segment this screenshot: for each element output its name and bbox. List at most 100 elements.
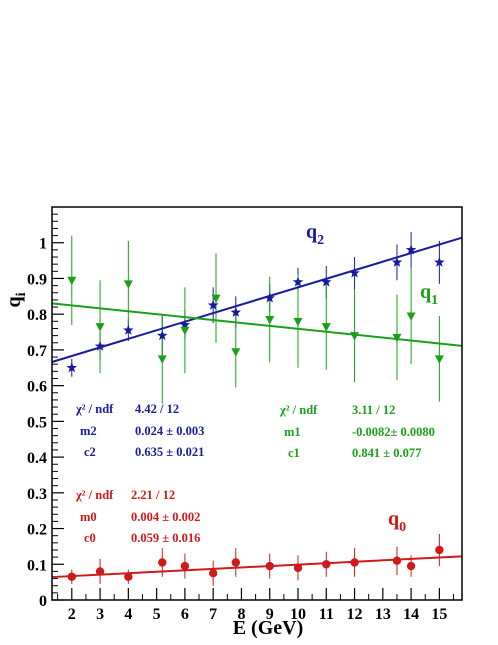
fit-stat-value-q0: 2.21 / 12 xyxy=(131,488,175,502)
data-point-q2 xyxy=(157,330,168,341)
series-label-sub: 0 xyxy=(399,520,406,535)
data-point-q1 xyxy=(123,280,133,289)
series-label-q2: q2 xyxy=(306,221,324,248)
x-tick-label: 15 xyxy=(431,606,447,623)
data-point-q2 xyxy=(264,292,275,303)
y-tick-label: 0.8 xyxy=(27,307,47,324)
data-point-q2 xyxy=(179,319,191,330)
data-point-q1 xyxy=(211,294,221,304)
data-point-q2 xyxy=(321,276,332,287)
y-tick-label: 0.4 xyxy=(27,450,47,467)
data-point-q2 xyxy=(292,276,304,287)
fit-stat-label-q2: c2 xyxy=(84,445,96,459)
fit-stat-value-q2: 4.42 / 12 xyxy=(135,402,179,416)
data-point-q1 xyxy=(67,276,77,286)
svg-text:qi: qi xyxy=(3,292,29,307)
plot-frame xyxy=(51,206,463,601)
series-label-q1: q1 xyxy=(420,281,438,308)
data-point-q1 xyxy=(350,332,360,341)
data-point-q2 xyxy=(207,299,219,310)
data-point-q1 xyxy=(434,355,444,364)
fit-stat-value-q1: 0.841 ± 0.077 xyxy=(352,446,421,460)
data-point-q0 xyxy=(95,567,105,576)
data-point-q0 xyxy=(392,556,402,565)
data-point-q2 xyxy=(349,267,360,278)
data-point-q1 xyxy=(406,312,416,321)
x-tick-label: 12 xyxy=(347,606,363,623)
y-axis-title: q xyxy=(3,296,25,307)
fit-line-q2 xyxy=(51,236,463,363)
x-tick-label: 10 xyxy=(290,606,306,623)
y-tick-label: 1 xyxy=(39,236,47,253)
fit-stat-value-q0: 0.059 ± 0.016 xyxy=(131,531,200,545)
fit-stat-label-q1: χ² / ndf xyxy=(279,403,318,417)
fit-stat-label-q0: c0 xyxy=(84,531,96,545)
series-label-name: q xyxy=(388,508,399,530)
fit-stat-value-q2: 0.024 ± 0.003 xyxy=(135,424,204,438)
x-tick-label: 2 xyxy=(68,606,76,623)
data-point-q0 xyxy=(350,558,359,567)
y-tick-label: 0.3 xyxy=(27,486,47,503)
series-label-name: q xyxy=(306,221,317,243)
fit-stat-value-q2: 0.635 ± 0.021 xyxy=(135,445,204,459)
series-label-q0: q0 xyxy=(388,508,406,535)
series-label-name: q xyxy=(420,281,431,303)
data-point-q1 xyxy=(392,333,402,343)
fit-stat-value-q1: 3.11 / 12 xyxy=(352,403,395,417)
x-tick-label: 5 xyxy=(153,606,161,623)
data-point-q0 xyxy=(265,561,274,571)
data-point-q0 xyxy=(406,561,416,571)
x-tick-label: 9 xyxy=(266,606,274,623)
data-point-q0 xyxy=(231,558,240,567)
fit-stat-value-q0: 0.004 ± 0.002 xyxy=(131,510,200,524)
y-tick-label: 0.5 xyxy=(27,414,47,431)
data-point-q0 xyxy=(293,563,303,573)
fit-stat-label-q0: χ² / ndf xyxy=(75,488,114,502)
y-tick-label: 0 xyxy=(39,593,47,610)
data-point-q2 xyxy=(230,306,242,317)
x-axis-title: E (GeV) xyxy=(233,617,304,639)
x-tick-label: 11 xyxy=(319,606,334,623)
data-point-q0 xyxy=(180,561,190,571)
fit-stat-label-q2: χ² / ndf xyxy=(75,402,114,416)
x-tick-label: 3 xyxy=(96,606,104,623)
data-point-q0 xyxy=(322,560,331,569)
fit-stat-value-q1: -0.0082± 0.0080 xyxy=(352,425,435,439)
data-point-q1 xyxy=(293,317,303,327)
data-point-q0 xyxy=(67,572,76,581)
data-point-q2 xyxy=(405,244,417,255)
ticks-layer: 2 3 4 5 6 7 8 9 10 11 12 13 14 1500.10.20.30.40.50.60… xyxy=(27,213,455,623)
fit-stat-label-q1: m1 xyxy=(284,425,301,439)
y-tick-label: 0.2 xyxy=(27,522,47,539)
x-tick-label: 13 xyxy=(375,606,391,623)
fit-stats-layer: χ² / ndf 4.42 / 12 m2 0.024 ± 0.003 c2 0.635 … xyxy=(75,402,435,545)
data-point-q0 xyxy=(124,572,133,581)
labels-layer: E (GeV) qi xyxy=(3,292,303,639)
fit-stat-label-q0: m0 xyxy=(80,510,97,524)
y-tick-label: 0.7 xyxy=(27,343,47,360)
series-label-sub: 1 xyxy=(431,293,438,308)
data-point-q1 xyxy=(265,316,275,325)
y-tick-label: 0.9 xyxy=(27,271,47,288)
x-tick-label: 6 xyxy=(181,606,189,623)
data-point-q2 xyxy=(391,256,403,267)
data-point-q2 xyxy=(94,340,106,351)
data-point-q1 xyxy=(231,348,241,357)
x-tick-label: 14 xyxy=(403,606,419,623)
y-tick-label: 0.6 xyxy=(27,379,47,396)
x-tick-label: 8 xyxy=(237,606,245,623)
data-point-q0 xyxy=(435,545,444,555)
x-tick-label: 7 xyxy=(209,606,217,623)
data-point-q2 xyxy=(123,324,134,335)
fit-line-q1 xyxy=(51,302,463,347)
x-tick-label: 4 xyxy=(124,606,132,623)
markers-layer xyxy=(66,244,445,581)
data-point-q1 xyxy=(157,355,167,364)
data-point-q2 xyxy=(66,362,78,373)
data-point-q0 xyxy=(158,558,167,567)
y-axis-title-sub: i xyxy=(14,292,29,296)
data-point-q0 xyxy=(208,569,218,578)
fit-stat-label-q2: m2 xyxy=(80,424,97,438)
data-point-q1 xyxy=(180,326,190,336)
